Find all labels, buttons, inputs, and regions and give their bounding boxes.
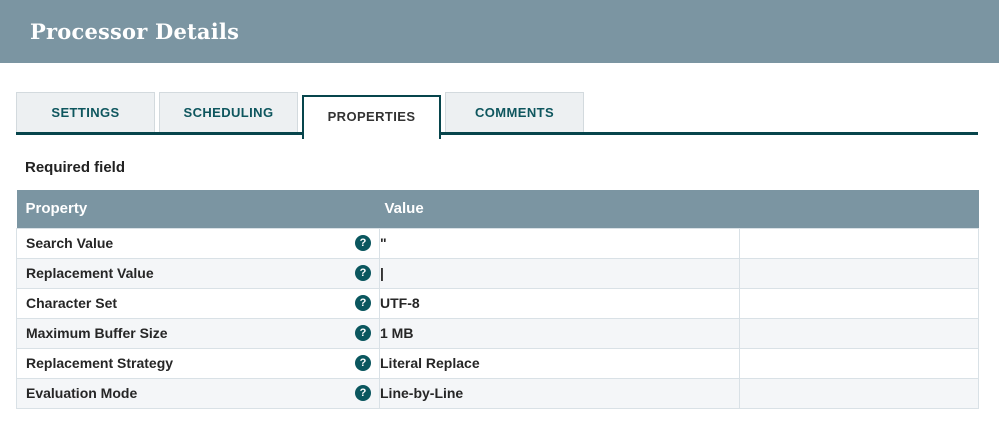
property-value: UTF-8	[379, 287, 740, 319]
property-cell: Search Value?	[16, 227, 380, 259]
extra-cell	[739, 347, 979, 379]
property-name: Replacement Value	[26, 265, 154, 281]
help-icon[interactable]: ?	[355, 295, 371, 311]
property-cell: Evaluation Mode?	[16, 377, 380, 409]
properties-table-container: Property Value Search Value? " Replacement…	[0, 190, 999, 409]
tab-settings[interactable]: SETTINGS	[16, 92, 155, 132]
help-icon[interactable]: ?	[355, 325, 371, 341]
property-name: Evaluation Mode	[26, 385, 138, 401]
extra-cell	[739, 317, 979, 349]
page-title: Processor Details	[30, 19, 240, 44]
column-header-value: Value	[379, 190, 740, 228]
property-cell: Maximum Buffer Size?	[16, 317, 380, 349]
property-name: Character Set	[26, 295, 118, 311]
tab-properties[interactable]: PROPERTIES	[302, 95, 441, 139]
column-header-property: Property	[16, 190, 380, 228]
table-row: Maximum Buffer Size? 1 MB	[16, 317, 979, 349]
tab-bar: SETTINGS SCHEDULING PROPERTIES COMMENTS	[16, 91, 978, 139]
table-header-row: Property Value	[16, 190, 979, 228]
tab-bar-container: SETTINGS SCHEDULING PROPERTIES COMMENTS	[0, 63, 999, 139]
table-row: Evaluation Mode? Line-by-Line	[16, 377, 979, 409]
column-header-extra	[739, 190, 979, 228]
tab-comments[interactable]: COMMENTS	[445, 92, 584, 132]
properties-table-body: Search Value? " Replacement Value? | Charact…	[16, 227, 979, 409]
help-icon[interactable]: ?	[355, 385, 371, 401]
property-cell: Character Set?	[16, 287, 380, 319]
property-value: Literal Replace	[379, 347, 740, 379]
property-value: |	[379, 257, 740, 289]
property-name: Search Value	[26, 235, 114, 251]
help-icon[interactable]: ?	[355, 265, 371, 281]
table-row: Replacement Value? |	[16, 257, 979, 289]
dialog-header: Processor Details	[0, 0, 999, 63]
extra-cell	[739, 287, 979, 319]
property-value: Line-by-Line	[379, 377, 740, 409]
table-row: Replacement Strategy? Literal Replace	[16, 347, 979, 379]
extra-cell	[739, 227, 979, 259]
help-icon[interactable]: ?	[355, 355, 371, 371]
property-cell: Replacement Value?	[16, 257, 380, 289]
help-icon[interactable]: ?	[355, 235, 371, 251]
property-name: Maximum Buffer Size	[26, 325, 168, 341]
properties-table: Property Value Search Value? " Replacement…	[16, 190, 979, 409]
property-cell: Replacement Strategy?	[16, 347, 380, 379]
property-name: Replacement Strategy	[26, 355, 174, 371]
property-value: 1 MB	[379, 317, 740, 349]
required-field-label: Required field	[25, 159, 126, 176]
extra-cell	[739, 377, 979, 409]
tab-scheduling[interactable]: SCHEDULING	[159, 92, 298, 132]
table-row: Character Set? UTF-8	[16, 287, 979, 319]
extra-cell	[739, 257, 979, 289]
property-value: "	[379, 227, 740, 259]
table-row: Search Value? "	[16, 227, 979, 259]
